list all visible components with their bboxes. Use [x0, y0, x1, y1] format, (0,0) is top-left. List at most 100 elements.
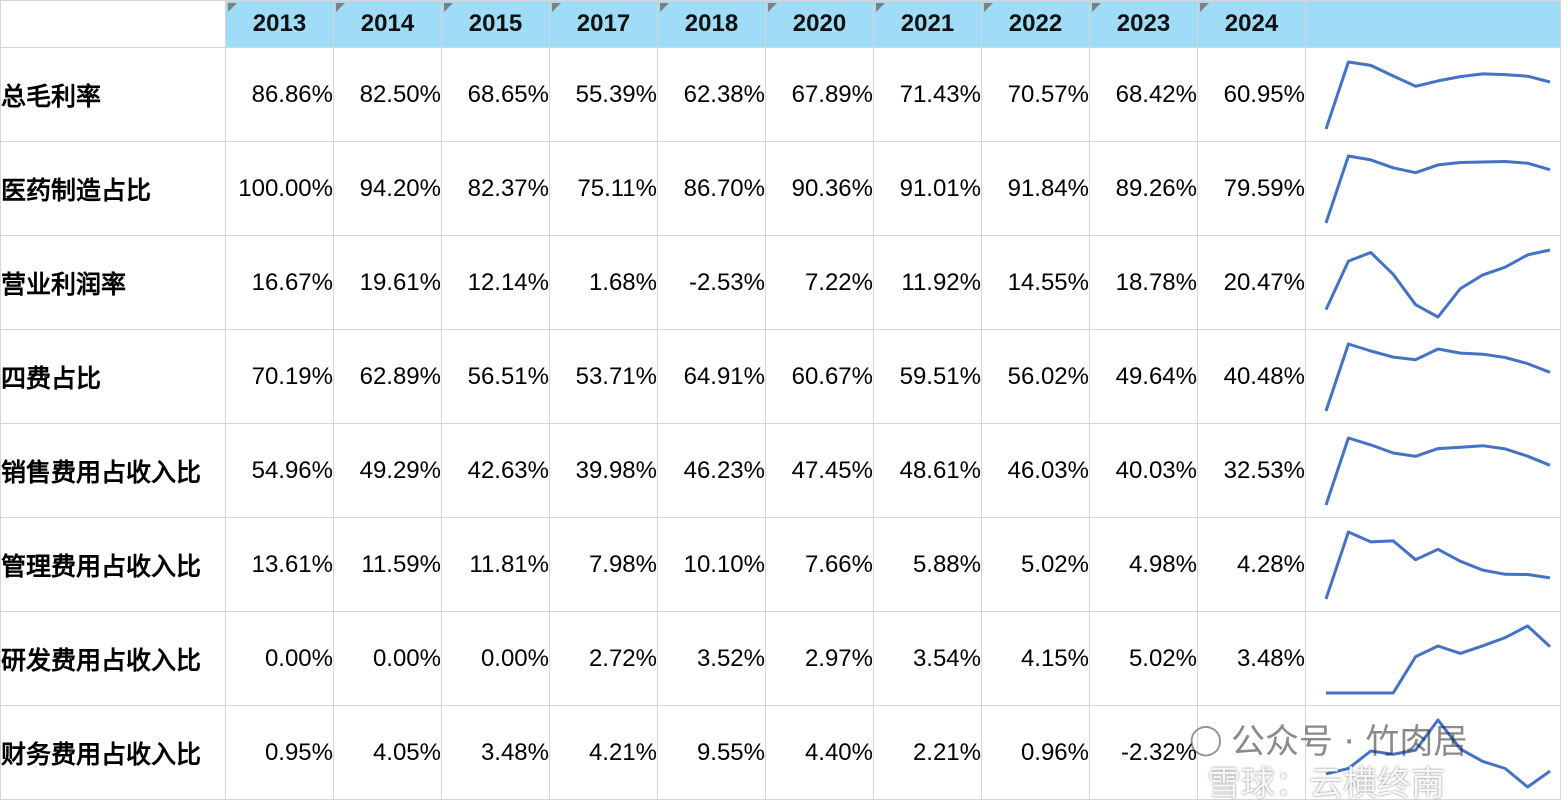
year-header[interactable]: 2020	[765, 0, 874, 48]
value-cell[interactable]: 53.71%	[549, 329, 658, 424]
value-cell[interactable]: 4.98%	[1089, 517, 1198, 612]
value-cell[interactable]: 68.65%	[441, 47, 550, 142]
row-label[interactable]: 总毛利率	[0, 47, 226, 142]
value-cell[interactable]: 7.66%	[765, 517, 874, 612]
year-header[interactable]: 2024	[1197, 0, 1306, 48]
value-cell[interactable]: 71.43%	[873, 47, 982, 142]
value-cell[interactable]: 2.72%	[549, 611, 658, 706]
value-cell[interactable]: 86.86%	[225, 47, 334, 142]
value-cell[interactable]: 3.54%	[873, 611, 982, 706]
value-cell[interactable]: 3.48%	[1197, 611, 1306, 706]
value-cell[interactable]: 70.19%	[225, 329, 334, 424]
value-cell[interactable]: 11.59%	[333, 517, 442, 612]
value-cell[interactable]: 46.23%	[657, 423, 766, 518]
value-cell[interactable]: 64.91%	[657, 329, 766, 424]
value-cell[interactable]: 4.21%	[549, 705, 658, 800]
value-cell[interactable]: 62.38%	[657, 47, 766, 142]
value-cell[interactable]: 49.64%	[1089, 329, 1198, 424]
value-cell[interactable]: 68.42%	[1089, 47, 1198, 142]
row-label[interactable]: 财务费用占收入比	[0, 705, 226, 800]
value-cell[interactable]: 47.45%	[765, 423, 874, 518]
value-cell[interactable]: 11.92%	[873, 235, 982, 330]
value-cell[interactable]: 7.98%	[549, 517, 658, 612]
value-cell[interactable]: 20.47%	[1197, 235, 1306, 330]
value-cell[interactable]: -2.32%	[1089, 705, 1198, 800]
value-cell[interactable]: 18.78%	[1089, 235, 1198, 330]
sparkline-cell	[1305, 141, 1561, 236]
sparkline-cell	[1305, 705, 1561, 800]
value-cell[interactable]: 1.68%	[549, 235, 658, 330]
value-cell[interactable]: 5.88%	[873, 517, 982, 612]
value-cell[interactable]: 0.96%	[981, 705, 1090, 800]
value-cell[interactable]: 56.02%	[981, 329, 1090, 424]
value-cell[interactable]: 4.15%	[981, 611, 1090, 706]
value-cell[interactable]: 75.11%	[549, 141, 658, 236]
row-label[interactable]: 管理费用占收入比	[0, 517, 226, 612]
value-cell[interactable]: 0.00%	[333, 611, 442, 706]
year-header[interactable]: 2018	[657, 0, 766, 48]
value-cell[interactable]: 4.05%	[333, 705, 442, 800]
value-cell[interactable]: 0.00%	[441, 611, 550, 706]
value-cell[interactable]: 19.61%	[333, 235, 442, 330]
year-header[interactable]: 2021	[873, 0, 982, 48]
value-cell[interactable]	[1197, 705, 1306, 800]
row-label[interactable]: 销售费用占收入比	[0, 423, 226, 518]
value-cell[interactable]: 82.50%	[333, 47, 442, 142]
value-cell[interactable]: 14.55%	[981, 235, 1090, 330]
year-header[interactable]: 2017	[549, 0, 658, 48]
value-cell[interactable]: 39.98%	[549, 423, 658, 518]
value-cell[interactable]: 56.51%	[441, 329, 550, 424]
value-cell[interactable]: 91.01%	[873, 141, 982, 236]
value-cell[interactable]: 10.10%	[657, 517, 766, 612]
value-cell[interactable]: 60.67%	[765, 329, 874, 424]
value-cell[interactable]: 4.28%	[1197, 517, 1306, 612]
year-header[interactable]: 2014	[333, 0, 442, 48]
value-cell[interactable]: 3.48%	[441, 705, 550, 800]
row-label[interactable]: 医药制造占比	[0, 141, 226, 236]
value-cell[interactable]: 49.29%	[333, 423, 442, 518]
value-cell[interactable]: 0.95%	[225, 705, 334, 800]
value-cell[interactable]: 0.00%	[225, 611, 334, 706]
value-cell[interactable]: 89.26%	[1089, 141, 1198, 236]
value-cell[interactable]: 9.55%	[657, 705, 766, 800]
value-cell[interactable]: 60.95%	[1197, 47, 1306, 142]
row-label[interactable]: 四费占比	[0, 329, 226, 424]
value-cell[interactable]: -2.53%	[657, 235, 766, 330]
value-cell[interactable]: 46.03%	[981, 423, 1090, 518]
year-header[interactable]: 2022	[981, 0, 1090, 48]
year-header[interactable]: 2015	[441, 0, 550, 48]
value-cell[interactable]: 13.61%	[225, 517, 334, 612]
value-cell[interactable]: 62.89%	[333, 329, 442, 424]
year-header[interactable]: 2013	[225, 0, 334, 48]
row-label[interactable]: 研发费用占收入比	[0, 611, 226, 706]
value-cell[interactable]: 94.20%	[333, 141, 442, 236]
value-cell[interactable]: 5.02%	[1089, 611, 1198, 706]
value-cell[interactable]: 54.96%	[225, 423, 334, 518]
value-cell[interactable]: 82.37%	[441, 141, 550, 236]
value-cell[interactable]: 5.02%	[981, 517, 1090, 612]
value-cell[interactable]: 4.40%	[765, 705, 874, 800]
value-cell[interactable]: 55.39%	[549, 47, 658, 142]
value-cell[interactable]: 79.59%	[1197, 141, 1306, 236]
value-cell[interactable]: 11.81%	[441, 517, 550, 612]
value-cell[interactable]: 70.57%	[981, 47, 1090, 142]
value-cell[interactable]: 40.48%	[1197, 329, 1306, 424]
value-cell[interactable]: 12.14%	[441, 235, 550, 330]
value-cell[interactable]: 86.70%	[657, 141, 766, 236]
value-cell[interactable]: 48.61%	[873, 423, 982, 518]
year-header[interactable]: 2023	[1089, 0, 1198, 48]
value-cell[interactable]: 16.67%	[225, 235, 334, 330]
value-cell[interactable]: 100.00%	[225, 141, 334, 236]
value-cell[interactable]: 42.63%	[441, 423, 550, 518]
value-cell[interactable]: 2.21%	[873, 705, 982, 800]
value-cell[interactable]: 40.03%	[1089, 423, 1198, 518]
value-cell[interactable]: 7.22%	[765, 235, 874, 330]
value-cell[interactable]: 67.89%	[765, 47, 874, 142]
value-cell[interactable]: 32.53%	[1197, 423, 1306, 518]
value-cell[interactable]: 91.84%	[981, 141, 1090, 236]
value-cell[interactable]: 3.52%	[657, 611, 766, 706]
value-cell[interactable]: 59.51%	[873, 329, 982, 424]
value-cell[interactable]: 2.97%	[765, 611, 874, 706]
value-cell[interactable]: 90.36%	[765, 141, 874, 236]
row-label[interactable]: 营业利润率	[0, 235, 226, 330]
